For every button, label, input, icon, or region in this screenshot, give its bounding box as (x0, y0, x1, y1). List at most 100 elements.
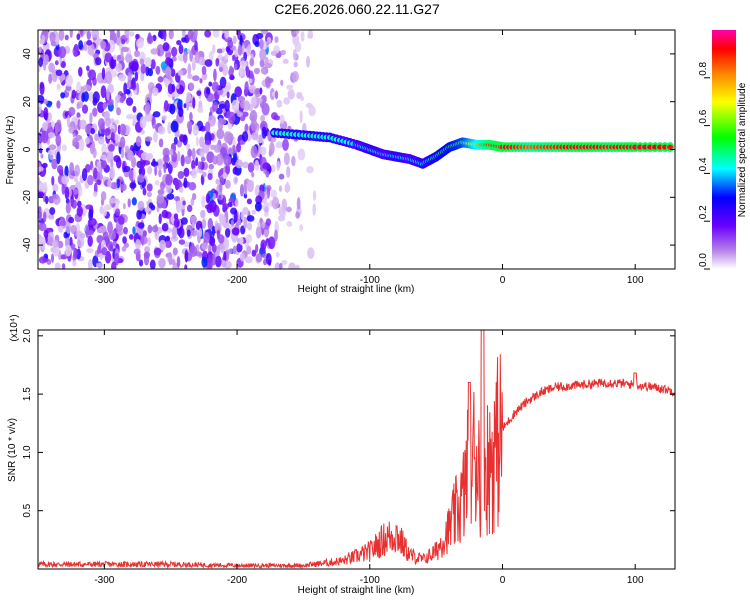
noise-cell (295, 264, 300, 269)
noise-cell (199, 78, 203, 84)
noise-cell (119, 123, 127, 136)
x-tick-label: -300 (94, 575, 114, 586)
noise-cell (69, 30, 73, 38)
noise-cell (48, 73, 53, 84)
noise-cell (48, 214, 55, 220)
y-tick-label: -20 (22, 190, 33, 205)
noise-cell (225, 163, 231, 175)
noise-cell (61, 175, 70, 185)
noise-cell (187, 148, 193, 158)
noise-cell (278, 206, 286, 217)
noise-cell (271, 196, 280, 210)
noise-cell (51, 239, 59, 248)
noise-cell (143, 251, 151, 259)
noise-cell (195, 220, 203, 231)
noise-cell (200, 156, 206, 162)
noise-cell (120, 49, 124, 60)
noise-cell (259, 38, 264, 50)
noise-cell (147, 67, 154, 77)
noise-cell (38, 182, 46, 194)
noise-cell (38, 176, 41, 186)
noise-cell (213, 68, 217, 82)
noise-cell (231, 227, 240, 236)
noise-cell (79, 186, 83, 196)
noise-cell (38, 135, 42, 143)
noise-cell (51, 120, 55, 128)
noise-cell (305, 103, 313, 109)
noise-cell (265, 170, 270, 178)
noise-cell (61, 182, 65, 195)
noise-cell (108, 143, 115, 152)
noise-cell (115, 62, 123, 73)
noise-cell (147, 166, 153, 175)
noise-cell (49, 31, 56, 44)
noise-cell (92, 107, 98, 117)
colorbar: 0.0 0.2 0.4 0.6 0.8 Normalized spectral ampl… (698, 30, 748, 270)
noise-cell (120, 46, 129, 53)
noise-cell (195, 136, 199, 147)
noise-cell (126, 113, 134, 120)
noise-cell (213, 144, 222, 153)
noise-cell (51, 175, 55, 186)
noise-cell (225, 85, 230, 91)
noise-cell (73, 50, 79, 57)
noise-cell (76, 112, 81, 118)
y-tick-label: 1.0 (22, 445, 33, 459)
noise-cell (299, 110, 303, 123)
noise-cell (81, 168, 88, 182)
noise-cell (108, 230, 117, 241)
noise-cell (76, 205, 83, 217)
noise-cell (139, 58, 145, 65)
noise-cell (216, 48, 223, 54)
noise-cell (118, 216, 125, 225)
noise-cell (166, 193, 175, 200)
noise-cell (183, 103, 187, 109)
noise-cell (255, 195, 263, 205)
noise-cell (237, 44, 243, 56)
noise-cell (68, 106, 76, 116)
noise-cell (64, 34, 69, 41)
noise-cell (51, 253, 55, 263)
noise-cell (196, 90, 202, 97)
noise-cell (201, 195, 206, 208)
noise-cell (38, 222, 47, 232)
noise-cell (204, 140, 212, 146)
noise-cell (227, 39, 234, 49)
y-tick-label: 40 (22, 48, 33, 60)
noise-cell (92, 52, 100, 59)
noise-cell (132, 106, 137, 113)
noise-cell (197, 107, 204, 113)
noise-cell (87, 174, 94, 186)
noise-cell (83, 84, 92, 92)
spectrogram-cells (38, 30, 317, 269)
noise-cell (89, 112, 93, 124)
noise-cell (139, 116, 147, 129)
noise-cell (120, 183, 127, 192)
noise-cell (55, 133, 62, 147)
noise-cell (222, 172, 228, 179)
noise-cell (85, 204, 93, 210)
noise-cell (198, 161, 202, 170)
noise-cell (72, 260, 77, 267)
noise-cell (152, 111, 161, 118)
noise-cell (59, 73, 64, 83)
noise-cell (59, 220, 67, 227)
noise-cell (140, 63, 146, 74)
noise-cell (38, 166, 44, 172)
noise-cell (122, 202, 126, 210)
noise-cell (157, 189, 165, 195)
noise-cell (163, 154, 170, 164)
noise-cell (100, 191, 107, 201)
noise-cell (116, 30, 121, 38)
noise-cell (244, 256, 253, 264)
noise-cell (155, 65, 161, 75)
noise-cell (251, 249, 257, 257)
noise-cell (93, 167, 98, 180)
noise-cell (58, 30, 65, 41)
noise-cell (166, 186, 172, 194)
noise-cell (306, 165, 314, 174)
noise-cell (233, 210, 238, 223)
noise-cell (180, 217, 188, 225)
noise-cell (189, 245, 198, 257)
noise-cell (208, 50, 214, 62)
